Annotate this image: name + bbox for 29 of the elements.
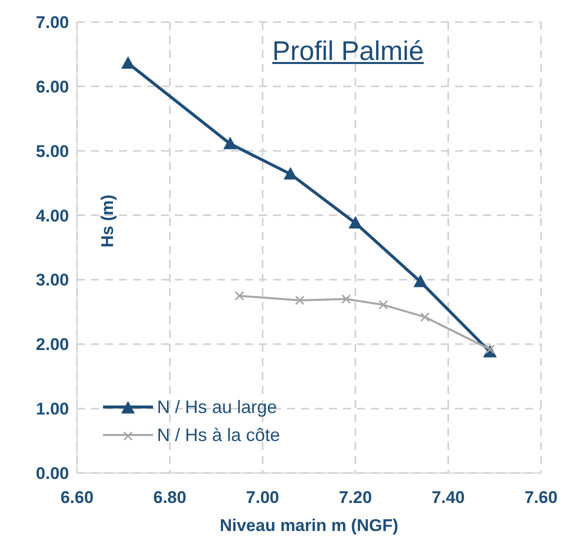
- point: [420, 312, 430, 322]
- legend-label: N / Hs à la côte: [157, 424, 280, 446]
- y-tick-label: 4.00: [36, 206, 69, 226]
- y-axis-title: Hs (m): [98, 194, 118, 248]
- y-tick-label: 0.00: [36, 464, 69, 484]
- point: [284, 168, 297, 180]
- text: Profil Palmié: [271, 36, 425, 67]
- point: [341, 294, 351, 304]
- y-tick-label: 3.00: [36, 270, 69, 290]
- x-tick-label: 6.80: [153, 488, 186, 508]
- point: [234, 291, 244, 301]
- point: [294, 296, 304, 306]
- point: [414, 275, 427, 288]
- legend-label: N / Hs au large: [157, 396, 278, 418]
- y-tick-label: 7.00: [36, 13, 69, 32]
- x-tick-label: 7.20: [338, 488, 372, 508]
- point: [122, 56, 135, 69]
- y-tick-label: 1.00: [36, 400, 69, 419]
- point: [348, 216, 362, 229]
- point: [224, 137, 237, 150]
- y-tick-label: 6.00: [36, 77, 69, 96]
- x-tick-label: 7.60: [524, 488, 558, 508]
- y-tick-label: 2.00: [36, 335, 69, 354]
- y-tick-label: 5.00: [36, 142, 69, 161]
- x-tick-label: 7.40: [432, 488, 465, 508]
- x-tick-label: 7.00: [246, 488, 280, 508]
- x-tick-label: 6.60: [60, 488, 94, 508]
- x-axis-title: Niveau marin m (NGF): [220, 516, 398, 535]
- point: [378, 300, 388, 310]
